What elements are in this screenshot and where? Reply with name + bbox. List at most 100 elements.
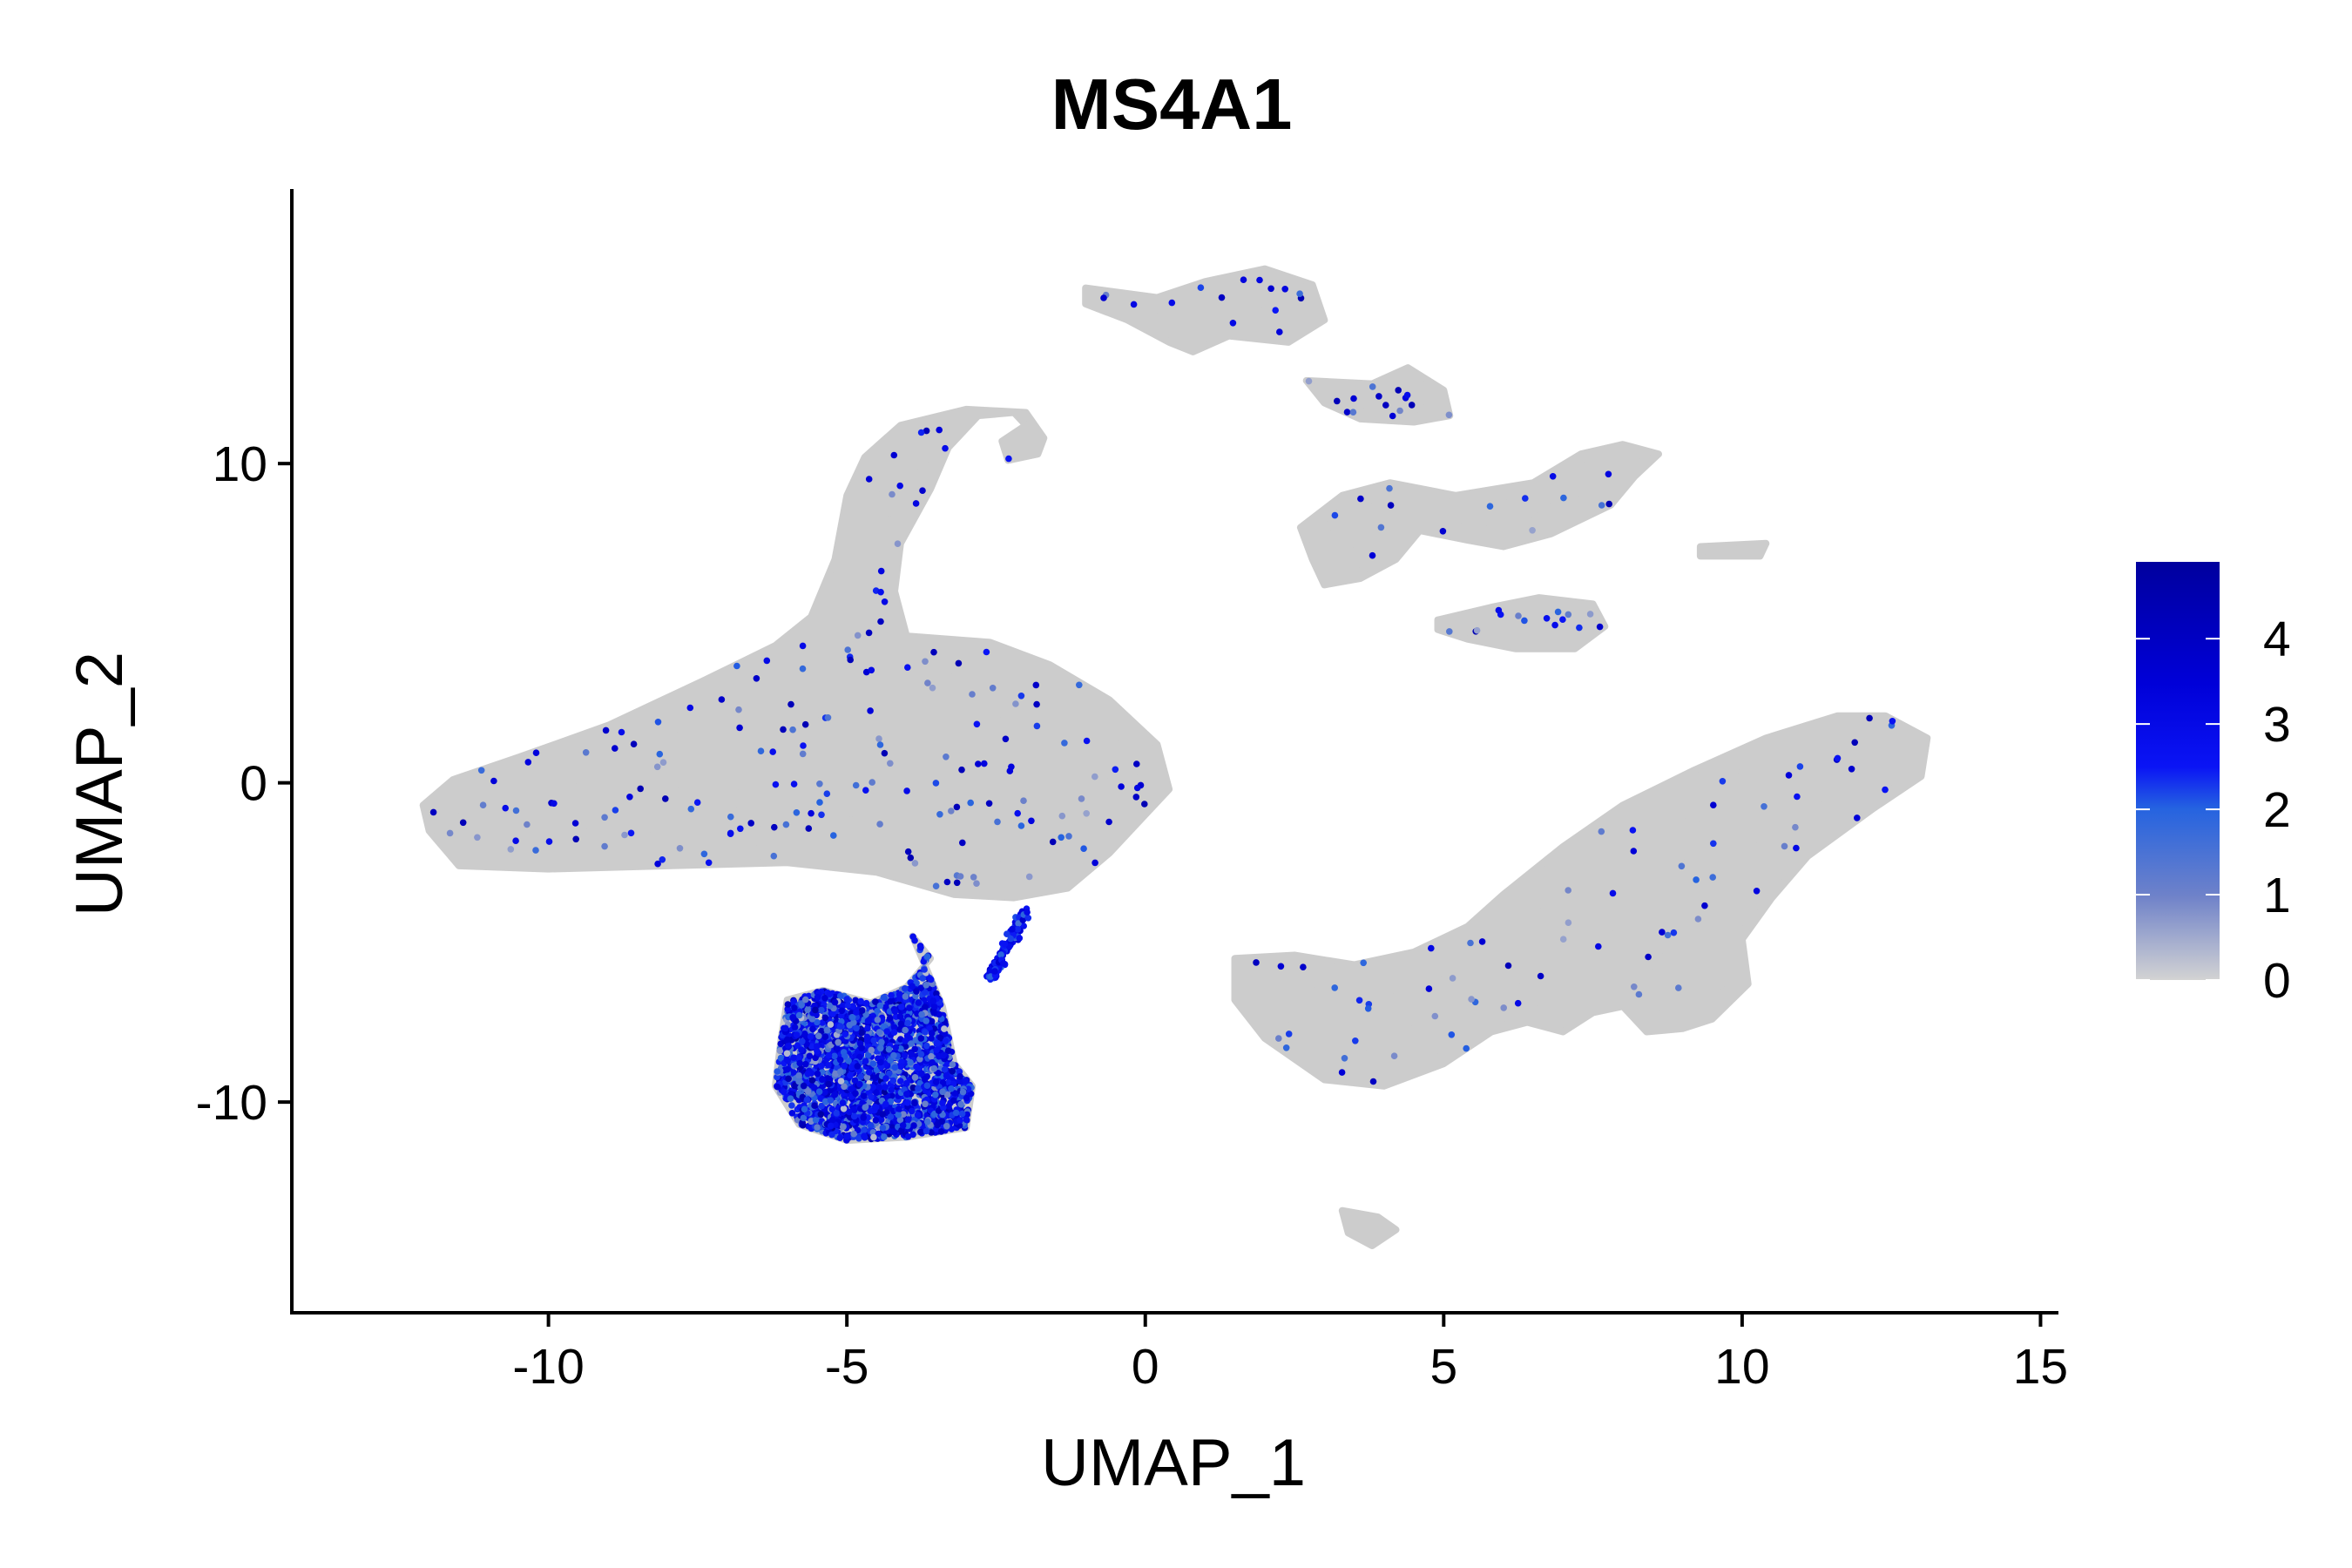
- cell-point: [1109, 728, 1114, 733]
- cell-point: [1778, 733, 1783, 739]
- cell-point: [1896, 764, 1901, 769]
- cell-point: [1565, 847, 1570, 852]
- cell-point: [1650, 796, 1655, 801]
- cell-point: [1794, 813, 1799, 818]
- cell-point: [947, 663, 952, 668]
- cell-point: [1614, 851, 1619, 856]
- cell-point: [1084, 855, 1089, 860]
- cell-point: [853, 696, 858, 701]
- cell-point: [811, 794, 816, 799]
- cell-point: [794, 833, 799, 838]
- cell-point: [924, 868, 929, 873]
- cell-point: [575, 783, 580, 788]
- cell-point: [1770, 861, 1775, 866]
- cell-point: [1472, 533, 1477, 538]
- cell-point: [1729, 985, 1734, 990]
- cell-point: [1834, 774, 1839, 780]
- cell-point: [827, 639, 832, 644]
- cell-point: [726, 762, 731, 767]
- cell-point: [629, 801, 634, 806]
- cell-point: [833, 726, 838, 731]
- cell-point: [894, 683, 899, 688]
- cell-point: [616, 850, 621, 855]
- cell-point: [1855, 803, 1860, 808]
- cell-point: [1145, 302, 1150, 308]
- cell-point: [680, 794, 686, 799]
- cell-point: [1668, 893, 1673, 898]
- cell-point: [1544, 865, 1550, 870]
- cell-point: [581, 797, 586, 802]
- cell-point: [935, 720, 940, 725]
- cell-point: [1121, 791, 1126, 796]
- cell-point: [970, 836, 976, 841]
- cell-point: [820, 831, 825, 836]
- cell-point: [892, 767, 897, 773]
- cell-point: [993, 787, 998, 793]
- cell-point: [927, 853, 932, 858]
- cell-point: [1889, 747, 1895, 752]
- cell-point: [939, 667, 944, 672]
- cell-point: [1565, 862, 1570, 868]
- cell-point: [1341, 531, 1346, 537]
- cell-point: [1332, 544, 1337, 550]
- cell-point: [1745, 801, 1750, 806]
- cell-point: [1045, 754, 1051, 759]
- cell-point: [1812, 848, 1817, 853]
- cell-point: [915, 470, 920, 475]
- cell-point: [435, 801, 440, 806]
- cell-point: [1698, 821, 1703, 827]
- cell-point: [1331, 506, 1336, 511]
- cell-point: [1436, 963, 1441, 969]
- cell-point: [1391, 996, 1396, 1001]
- cell-point: [657, 785, 662, 790]
- cell-point: [924, 841, 929, 847]
- cell-point: [665, 746, 670, 751]
- cell-point: [911, 751, 916, 756]
- cell-point: [1409, 1039, 1414, 1044]
- cell-point: [858, 866, 863, 871]
- cell-point: [910, 833, 916, 838]
- cell-point: [1732, 788, 1737, 794]
- cell-point: [1112, 310, 1118, 315]
- cell-point: [1563, 879, 1568, 884]
- cell-point: [1533, 490, 1538, 495]
- cell-point: [956, 705, 961, 710]
- cell-point: [525, 771, 531, 776]
- cell-point: [1768, 836, 1774, 841]
- cell-point: [1905, 726, 1910, 731]
- cell-point: [1640, 794, 1646, 799]
- cell-point: [1552, 518, 1558, 524]
- cell-point: [1799, 845, 1804, 850]
- cell-point: [1089, 733, 1094, 739]
- cell-point: [895, 498, 900, 504]
- cell-point: [1325, 543, 1330, 548]
- cell-point: [490, 836, 495, 841]
- cell-point: [1238, 962, 1243, 967]
- cell-point: [1117, 732, 1122, 737]
- cell-point: [747, 799, 753, 804]
- cell-point: [979, 829, 984, 835]
- cell-point: [587, 809, 592, 814]
- cell-point: [591, 782, 596, 787]
- cell-point: [1277, 975, 1282, 980]
- cell-point: [1578, 848, 1583, 854]
- cell-point: [987, 408, 992, 413]
- cell-point: [830, 747, 835, 752]
- cell-point: [1280, 1020, 1285, 1025]
- cell-point: [1739, 970, 1744, 976]
- cell-point: [1744, 875, 1749, 880]
- cell-point: [1548, 522, 1553, 527]
- cell-point: [1063, 686, 1068, 691]
- cell-point: [1438, 402, 1443, 408]
- cell-point: [984, 855, 990, 860]
- cell-point: [1599, 896, 1605, 901]
- cell-point: [1828, 799, 1834, 804]
- cell-point: [1256, 984, 1261, 990]
- cell-point: [429, 828, 434, 834]
- cell-point: [1586, 631, 1592, 636]
- cell-point: [1691, 852, 1696, 857]
- cell-point: [1277, 955, 1282, 960]
- cell-point: [734, 794, 740, 800]
- cell-point: [1414, 491, 1419, 497]
- cell-point: [645, 784, 650, 789]
